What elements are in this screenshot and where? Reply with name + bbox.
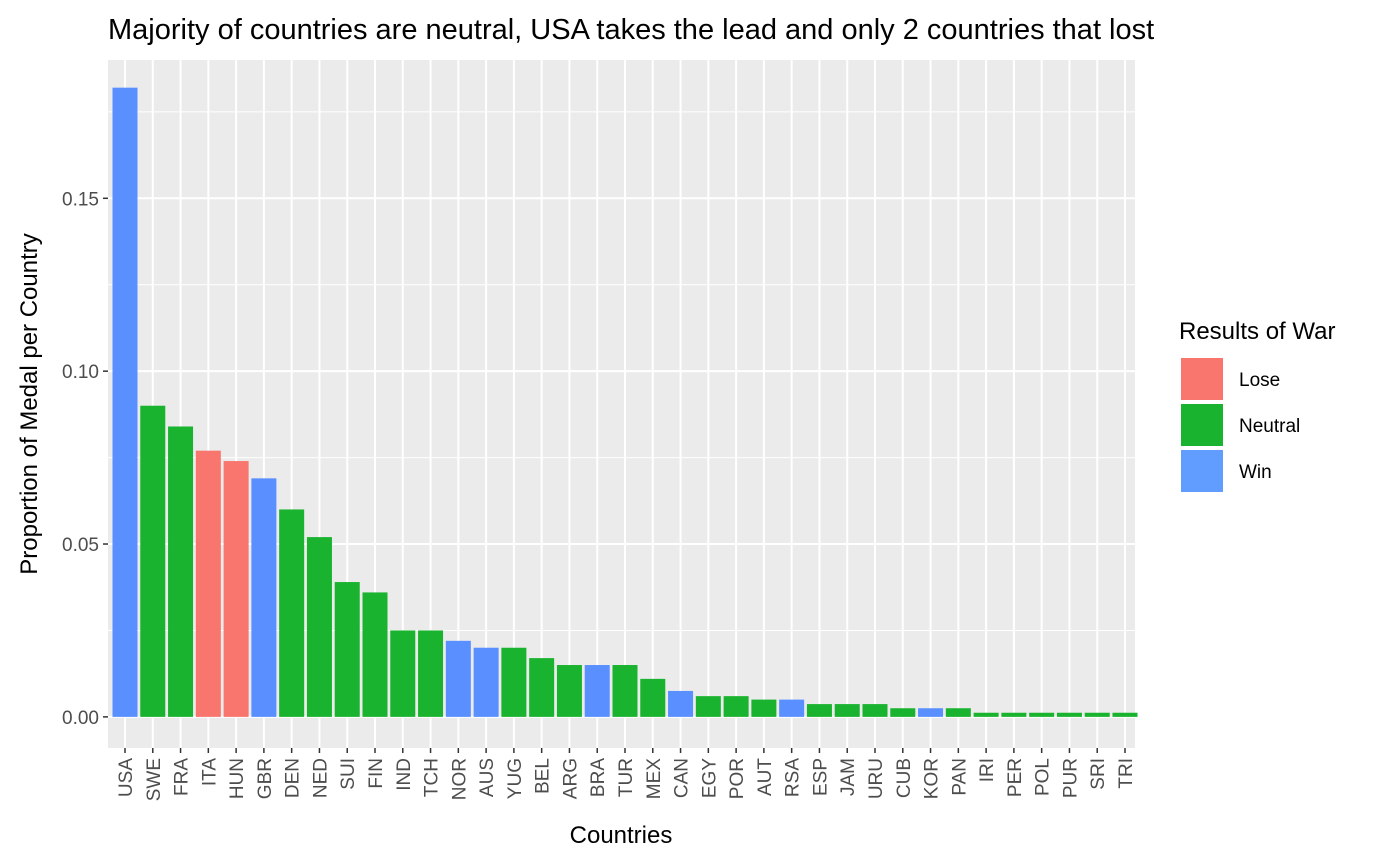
bar-kor xyxy=(918,708,944,717)
x-tick-label: GBR xyxy=(255,758,276,799)
chart-title: Majority of countries are neutral, USA t… xyxy=(108,14,1154,46)
legend-swatch-lose xyxy=(1181,358,1223,400)
x-tick-label: URU xyxy=(866,758,887,799)
x-tick-label: FRA xyxy=(172,758,193,796)
bar-egy xyxy=(695,696,721,717)
bar-fin xyxy=(362,592,388,717)
x-tick-label: POR xyxy=(727,758,748,799)
bar-pur xyxy=(1056,712,1082,717)
x-tick-label: HUN xyxy=(227,758,248,799)
bar-ned xyxy=(306,537,332,717)
x-tick-label: USA xyxy=(116,758,137,797)
bar-fra xyxy=(168,426,194,717)
legend-label-neutral: Neutral xyxy=(1239,416,1300,437)
x-tick-label: CAN xyxy=(672,758,693,798)
x-tick-label: NOR xyxy=(449,758,470,800)
x-tick-label: TCH xyxy=(422,758,443,797)
x-tick-label: TRI xyxy=(1116,758,1137,789)
bar-usa xyxy=(112,87,138,717)
x-tick-label: KOR xyxy=(922,758,943,799)
y-axis-title: Proportion of Medal per Country xyxy=(16,233,43,575)
bar-gbr xyxy=(251,478,277,717)
bar-sui xyxy=(334,582,360,717)
x-tick-label: EGY xyxy=(699,758,720,798)
legend-label-lose: Lose xyxy=(1239,370,1280,391)
y-tick-label: 0.00 xyxy=(62,708,99,729)
legend-swatch-win xyxy=(1181,450,1223,492)
bar-yug xyxy=(501,647,527,717)
legend: Results of War Lose Neutral Win xyxy=(1179,318,1335,492)
bar-ita xyxy=(195,450,221,717)
x-tick-label: FIN xyxy=(366,758,387,789)
bar-hun xyxy=(223,461,249,717)
bar-cub xyxy=(890,708,916,717)
bar-tur xyxy=(612,665,638,717)
x-tick-label: DEN xyxy=(283,758,304,798)
legend-swatch-neutral xyxy=(1181,404,1223,446)
bar-den xyxy=(279,509,305,717)
bar-swe xyxy=(140,405,166,717)
x-tick-label: TUR xyxy=(616,758,637,797)
bar-per xyxy=(1001,712,1027,717)
x-tick-label: MEX xyxy=(644,758,665,800)
x-tick-label: SWE xyxy=(144,758,165,801)
x-tick-label: SRI xyxy=(1088,758,1109,790)
x-tick-label: YUG xyxy=(505,758,526,799)
y-tick-label: 0.10 xyxy=(62,362,99,383)
bar-nor xyxy=(445,640,471,717)
bar-bra xyxy=(584,665,610,717)
bar-mex xyxy=(640,678,666,717)
bar-sri xyxy=(1084,712,1110,717)
bar-aus xyxy=(473,647,499,717)
bar-tri xyxy=(1112,712,1138,717)
bar-arg xyxy=(556,665,582,717)
x-tick-label: AUS xyxy=(477,758,498,797)
bar-rsa xyxy=(779,699,805,717)
bar-pan xyxy=(945,708,971,717)
bar-jam xyxy=(834,704,860,717)
bar-pol xyxy=(1029,712,1055,717)
x-tick-label: NED xyxy=(310,758,331,798)
bar-uru xyxy=(862,704,888,717)
bar-esp xyxy=(806,704,832,717)
bars xyxy=(112,87,1138,717)
x-tick-label: IND xyxy=(394,758,415,791)
x-tick-label: AUT xyxy=(755,758,776,796)
x-tick-label: RSA xyxy=(783,758,804,797)
x-tick-label: SUI xyxy=(338,758,359,790)
x-tick-label: PER xyxy=(1005,758,1026,797)
bar-iri xyxy=(973,712,999,717)
x-axis: USA SWE FRA ITA HUN GBR DEN NED SUI FIN IND TCH NOR A… xyxy=(116,748,1137,801)
x-tick-label: ESP xyxy=(810,758,831,796)
x-tick-label: ITA xyxy=(199,758,220,786)
x-tick-label: PAN xyxy=(949,758,970,796)
y-tick-label: 0.05 xyxy=(62,535,99,556)
y-tick-label: 0.15 xyxy=(62,189,99,210)
y-axis: 0.00 0.05 0.10 0.15 xyxy=(62,189,108,729)
x-tick-label: POL xyxy=(1033,758,1054,796)
bar-bel xyxy=(529,658,555,717)
x-tick-label: ARG xyxy=(560,758,581,799)
bar-can xyxy=(668,690,694,717)
x-tick-label: IRI xyxy=(977,758,998,782)
x-tick-label: PUR xyxy=(1060,758,1081,798)
x-tick-label: BRA xyxy=(588,758,609,797)
bar-ind xyxy=(390,630,416,717)
bar-tch xyxy=(418,630,444,717)
x-axis-title: Countries xyxy=(570,822,673,849)
bar-por xyxy=(723,696,749,717)
legend-label-win: Win xyxy=(1239,462,1272,483)
x-tick-label: BEL xyxy=(533,758,554,794)
x-tick-label: CUB xyxy=(894,758,915,798)
bar-aut xyxy=(751,699,777,717)
legend-title: Results of War xyxy=(1179,318,1335,345)
x-tick-label: JAM xyxy=(838,758,859,796)
